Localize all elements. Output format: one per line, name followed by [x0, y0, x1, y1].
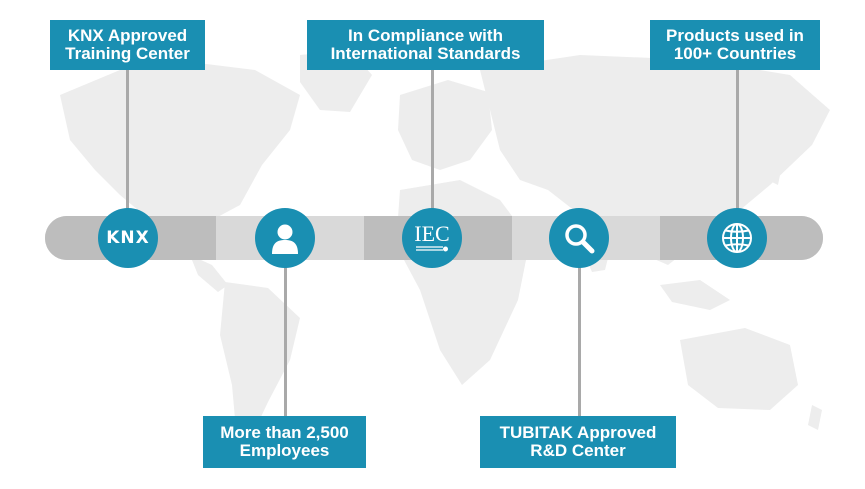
countries-label: Products used in 100+ Countries [650, 20, 820, 70]
countries-badge [707, 208, 767, 268]
rd-center-badge [549, 208, 609, 268]
iec-underline-icon [415, 246, 448, 252]
iec-badge: IEC [402, 208, 462, 268]
person-icon [272, 224, 298, 254]
label-line: Products used in [666, 26, 804, 45]
globe-icon [722, 223, 752, 253]
connector-line [578, 266, 581, 416]
connector-line [736, 70, 739, 210]
magnifier-icon [565, 224, 595, 254]
label-line: International Standards [330, 44, 521, 63]
iec-logo-icon: IEC [414, 221, 450, 246]
knx-label: KNX Approved Training Center [50, 20, 205, 70]
tubitak-label: TUBITAK Approved R&D Center [480, 416, 676, 468]
connector-line [284, 266, 287, 416]
compliance-label: In Compliance with International Standar… [307, 20, 544, 70]
label-line: KNX Approved [67, 26, 188, 45]
label-line: In Compliance with [348, 26, 503, 45]
connector-line [431, 70, 434, 210]
label-line: More than 2,500 [220, 423, 349, 442]
connector-line [126, 70, 129, 210]
label-line: 100+ Countries [673, 44, 797, 63]
label-line: Training Center [65, 44, 190, 63]
label-line: R&D Center [530, 441, 626, 460]
employees-label: More than 2,500 Employees [203, 416, 366, 468]
employees-badge [255, 208, 315, 268]
label-line: Employees [239, 441, 330, 460]
knx-badge: KNX [98, 208, 158, 268]
knx-logo-icon: KNX [106, 228, 150, 248]
label-line: TUBITAK Approved [499, 423, 657, 442]
